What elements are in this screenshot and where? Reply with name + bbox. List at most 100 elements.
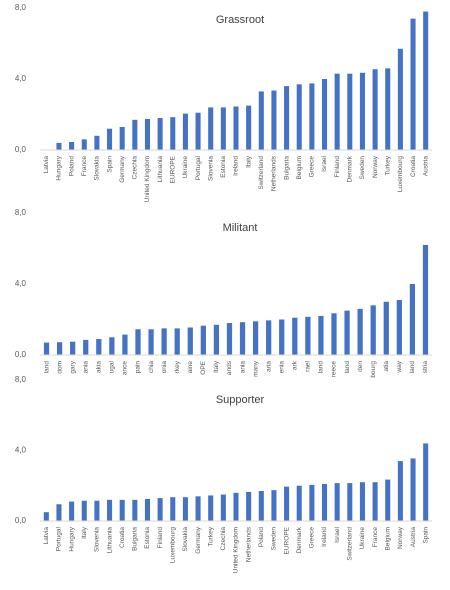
bar bbox=[239, 322, 246, 355]
x-tick-label: pain bbox=[135, 361, 142, 374]
bar bbox=[157, 498, 163, 521]
x-tick-label: Croatia bbox=[410, 156, 417, 177]
x-tick-label: OPE bbox=[200, 360, 207, 374]
bar bbox=[220, 494, 226, 521]
bar bbox=[43, 342, 50, 355]
x-tick-label: Portugal bbox=[56, 526, 63, 551]
x-tick-label: Turkey bbox=[207, 526, 214, 546]
bar bbox=[321, 79, 328, 150]
bar bbox=[321, 483, 328, 521]
y-tick-label: 0,0 bbox=[15, 516, 27, 525]
bar bbox=[144, 118, 151, 150]
y-tick-label: 0,0 bbox=[15, 350, 27, 359]
bar bbox=[119, 499, 125, 521]
x-tick-label: Czechia bbox=[220, 527, 227, 551]
x-tick-label: rkey bbox=[174, 360, 181, 373]
bar bbox=[107, 499, 113, 521]
x-tick-label: Israel bbox=[334, 526, 341, 542]
x-tick-label: United Kingdom bbox=[233, 527, 240, 573]
x-tick-label: Latvia bbox=[43, 527, 50, 545]
bar bbox=[182, 497, 188, 521]
bar bbox=[266, 320, 272, 355]
x-tick-label: Estonia bbox=[220, 156, 227, 178]
bar bbox=[359, 72, 365, 150]
x-tick-label: gary bbox=[69, 360, 76, 373]
x-tick-label: onia bbox=[161, 361, 168, 374]
x-tick-label: Czechia bbox=[132, 156, 139, 180]
bar bbox=[208, 107, 214, 150]
bar bbox=[423, 11, 429, 150]
bar bbox=[383, 301, 389, 355]
bar bbox=[81, 500, 87, 521]
x-tick-label: Poland bbox=[258, 527, 265, 548]
x-tick-label: ance bbox=[122, 361, 129, 375]
x-tick-label: atia bbox=[383, 361, 390, 372]
x-tick-label: France bbox=[81, 156, 88, 177]
bar bbox=[370, 305, 376, 355]
x-tick-label: Switzerland bbox=[258, 156, 265, 190]
bar bbox=[357, 308, 363, 355]
bar bbox=[122, 334, 128, 355]
bar bbox=[305, 316, 311, 355]
x-tick-label: Latvia bbox=[43, 156, 50, 174]
bar bbox=[410, 458, 416, 521]
bar bbox=[372, 69, 378, 150]
bar bbox=[279, 319, 285, 355]
x-tick-label: Sweden bbox=[359, 156, 366, 180]
bar bbox=[423, 443, 429, 521]
x-tick-label: Hungary bbox=[68, 526, 75, 551]
bar bbox=[284, 86, 290, 150]
bar bbox=[385, 479, 391, 521]
bar bbox=[109, 337, 115, 355]
bar bbox=[409, 284, 416, 355]
x-tick-label: Sweden bbox=[271, 527, 278, 551]
bar bbox=[359, 482, 365, 521]
x-tick-label: Lithuania bbox=[157, 156, 164, 183]
x-tick-label: ugal bbox=[109, 360, 116, 373]
bar bbox=[56, 342, 63, 355]
bar bbox=[94, 500, 100, 521]
bar bbox=[344, 310, 350, 355]
x-tick-label: rael bbox=[305, 360, 312, 371]
x-tick-label: Netherlands bbox=[245, 526, 252, 562]
bar bbox=[271, 490, 277, 521]
bar bbox=[70, 341, 76, 355]
x-tick-label: Hungary bbox=[56, 155, 63, 180]
x-tick-label: Ireland bbox=[321, 527, 328, 547]
x-tick-label: Portugal bbox=[195, 155, 202, 180]
bar bbox=[410, 18, 416, 151]
x-tick-label: Italy bbox=[245, 155, 252, 168]
bar bbox=[233, 106, 239, 150]
x-tick-label: Austria bbox=[410, 527, 417, 548]
bar bbox=[271, 90, 277, 150]
bar bbox=[334, 483, 340, 521]
bar bbox=[83, 339, 89, 355]
bar bbox=[200, 325, 206, 355]
bar bbox=[208, 495, 214, 521]
y-tick-label: 8,0 bbox=[15, 3, 27, 12]
x-tick-label: Estonia bbox=[144, 527, 151, 549]
x-tick-label: Belgium bbox=[296, 156, 303, 179]
x-tick-label: Belgium bbox=[384, 527, 391, 550]
x-tick-label: way bbox=[396, 360, 403, 373]
bar bbox=[226, 323, 233, 355]
x-tick-label: Ukraine bbox=[182, 156, 189, 179]
x-tick-label: reece bbox=[331, 361, 338, 378]
bar bbox=[69, 142, 75, 150]
bar bbox=[396, 299, 402, 355]
x-tick-label: Switzerland bbox=[347, 527, 354, 561]
x-tick-label: ands bbox=[226, 360, 233, 375]
x-tick-label: Luxembourg bbox=[169, 527, 176, 564]
x-tick-label: EUROPE bbox=[169, 155, 176, 183]
bar bbox=[56, 142, 62, 150]
x-tick-label: Ukraine bbox=[359, 527, 366, 550]
bar bbox=[174, 328, 180, 355]
y-tick-label: 8,0 bbox=[15, 375, 27, 384]
bar bbox=[96, 339, 102, 355]
x-tick-label: France bbox=[372, 527, 379, 548]
y-tick-label: 4,0 bbox=[15, 446, 27, 455]
x-tick-label: land bbox=[344, 361, 351, 374]
bar bbox=[372, 482, 378, 521]
x-tick-label: Slovakia bbox=[182, 527, 189, 552]
